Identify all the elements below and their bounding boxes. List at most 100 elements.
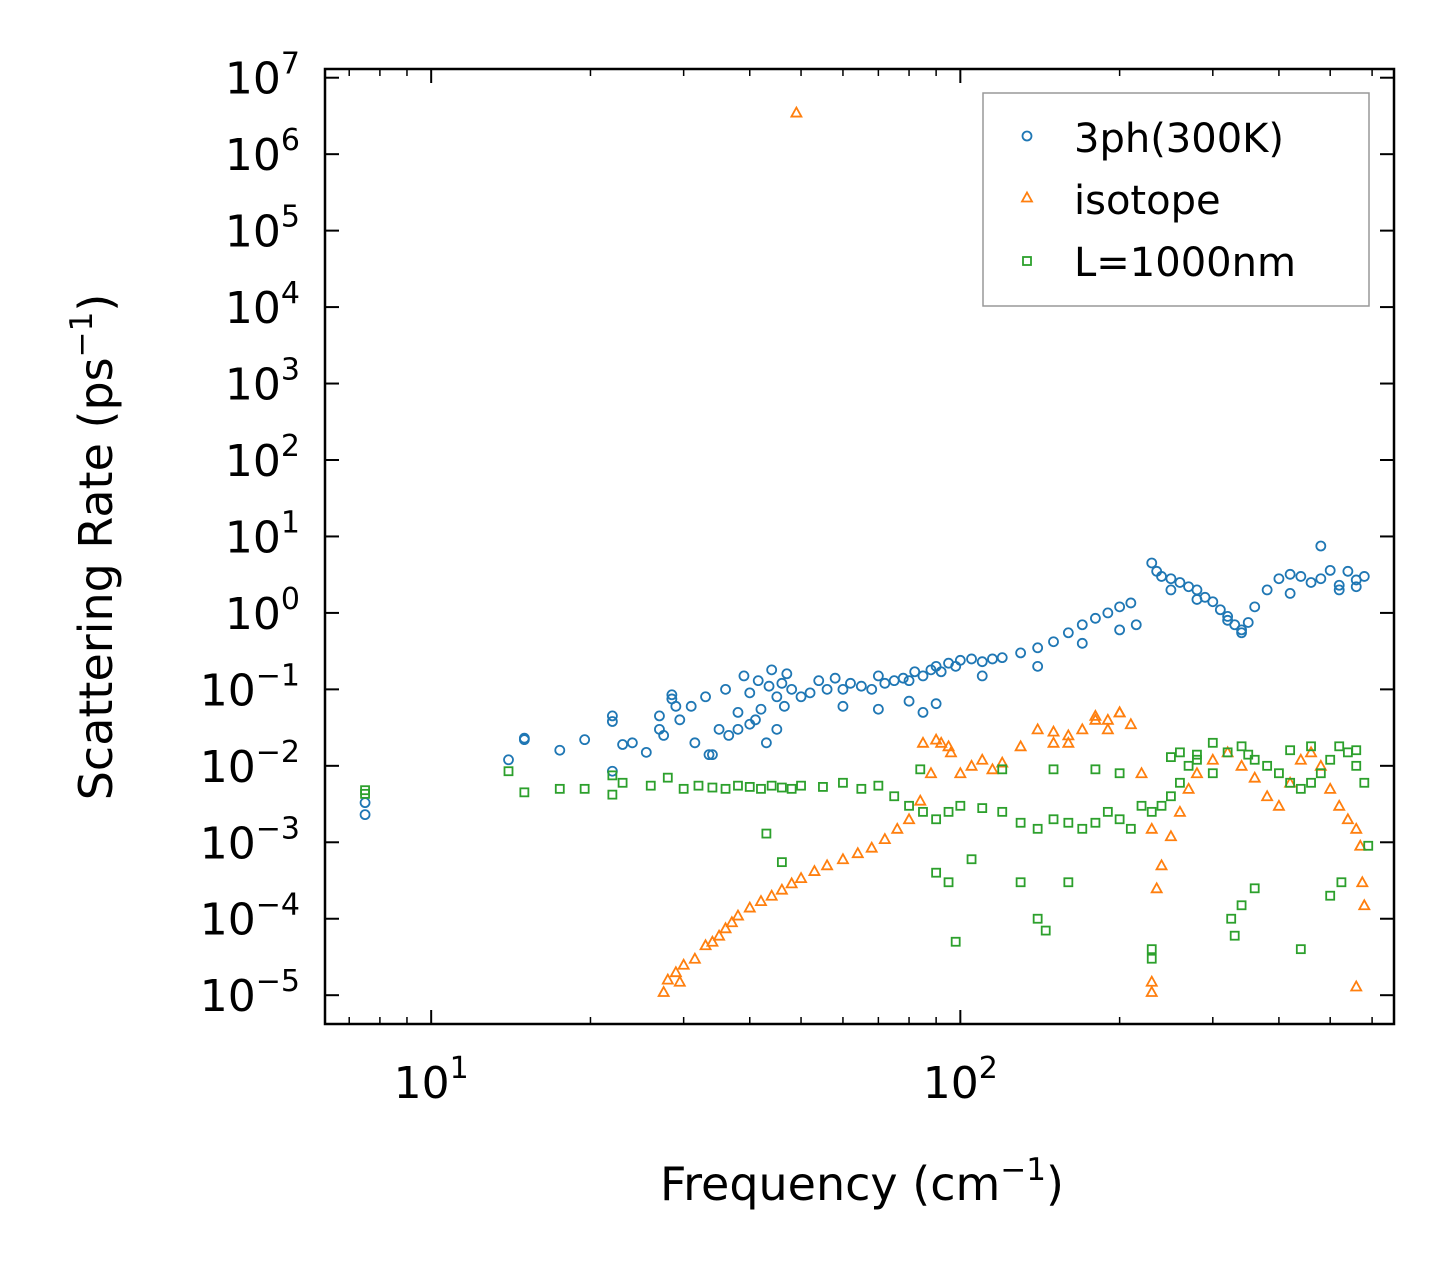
data-point — [750, 714, 761, 726]
data-point — [1076, 637, 1088, 649]
data-point — [1077, 823, 1088, 834]
data-point — [1063, 877, 1074, 888]
data-point — [689, 737, 701, 749]
data-point — [1101, 712, 1115, 725]
data-point — [626, 737, 638, 749]
data-point — [1323, 781, 1337, 794]
data-point — [1032, 823, 1043, 834]
data-point — [1214, 604, 1226, 616]
data-point — [1192, 749, 1202, 760]
data-point — [765, 888, 779, 901]
data-point — [756, 783, 766, 794]
data-point — [909, 666, 921, 678]
data-point — [818, 782, 828, 792]
data-point — [723, 729, 735, 741]
data-point — [1090, 817, 1101, 828]
data-point — [1101, 722, 1115, 735]
data-point — [917, 706, 929, 718]
data-point — [1273, 573, 1285, 585]
data-point — [820, 858, 834, 871]
data-point — [763, 680, 775, 692]
data-point — [1284, 587, 1296, 599]
y-tick-label: 102 — [225, 429, 300, 487]
data-point — [1090, 612, 1101, 624]
data-point — [1145, 821, 1159, 834]
data-point — [744, 687, 756, 699]
plot-frame — [323, 67, 1396, 1026]
y-tick-label: 10−1 — [200, 658, 300, 716]
data-point — [554, 783, 565, 794]
series-square — [360, 737, 1374, 964]
data-point — [1229, 930, 1240, 941]
data-point — [838, 777, 848, 788]
data-point — [1114, 768, 1125, 779]
data-point — [503, 754, 514, 766]
data-point — [1048, 764, 1059, 775]
data-point — [1295, 571, 1307, 582]
data-point — [674, 714, 686, 726]
data-point — [807, 864, 821, 876]
data-point — [931, 867, 942, 878]
data-point — [1295, 944, 1306, 955]
data-point — [678, 783, 689, 794]
data-point — [1222, 747, 1233, 758]
data-point — [1173, 805, 1187, 817]
data-point — [1249, 883, 1260, 894]
x-tick-label: 102 — [923, 1051, 998, 1109]
data-point — [1357, 898, 1371, 911]
data-point — [866, 683, 878, 695]
data-point — [1154, 858, 1169, 871]
data-point — [360, 785, 370, 796]
data-point — [1261, 584, 1273, 596]
data-point — [1191, 594, 1203, 605]
data-point — [778, 700, 790, 712]
data-point — [1325, 890, 1336, 901]
data-point — [836, 852, 850, 865]
data-point — [1351, 760, 1362, 771]
x-tick-label: 101 — [394, 1051, 469, 1109]
data-point — [821, 683, 833, 695]
data-point — [1048, 814, 1059, 825]
data-point — [1304, 745, 1318, 758]
data-point — [775, 882, 789, 895]
y-tick-label: 100 — [225, 582, 300, 640]
data-point — [1341, 812, 1355, 825]
data-point — [942, 739, 956, 752]
x-axis-label-sup: −1 — [1000, 1152, 1046, 1188]
data-point — [1014, 739, 1028, 752]
y-tick-label: 10−4 — [200, 888, 300, 946]
legend-marker-square — [1022, 256, 1032, 266]
data-point — [700, 691, 711, 703]
data-point — [1015, 647, 1027, 659]
data-point — [776, 782, 787, 793]
data-point — [707, 782, 718, 793]
data-point — [1114, 624, 1126, 636]
data-point — [851, 846, 865, 859]
data-point — [837, 683, 849, 695]
data-point — [997, 764, 1008, 775]
data-point — [1350, 581, 1362, 593]
data-point — [1260, 789, 1274, 802]
legend-label: isotope — [1074, 178, 1221, 224]
data-point — [670, 700, 682, 712]
data-point — [1325, 754, 1336, 765]
data-point — [996, 652, 1008, 664]
data-point — [661, 972, 675, 985]
data-point — [889, 791, 900, 802]
data-point — [1235, 758, 1249, 771]
data-point — [1334, 741, 1345, 752]
data-point — [669, 965, 683, 978]
data-point — [518, 732, 530, 744]
data-point — [856, 783, 867, 794]
data-point — [1249, 601, 1261, 613]
y-tick-label: 10−2 — [200, 735, 300, 793]
data-point — [579, 734, 591, 746]
data-point — [1032, 642, 1044, 654]
data-point — [918, 806, 928, 817]
y-tick-label: 104 — [225, 276, 300, 334]
data-point — [738, 670, 750, 682]
data-point — [855, 680, 867, 692]
data-point — [1165, 584, 1177, 596]
data-point — [1222, 614, 1234, 626]
data-point — [997, 806, 1008, 817]
